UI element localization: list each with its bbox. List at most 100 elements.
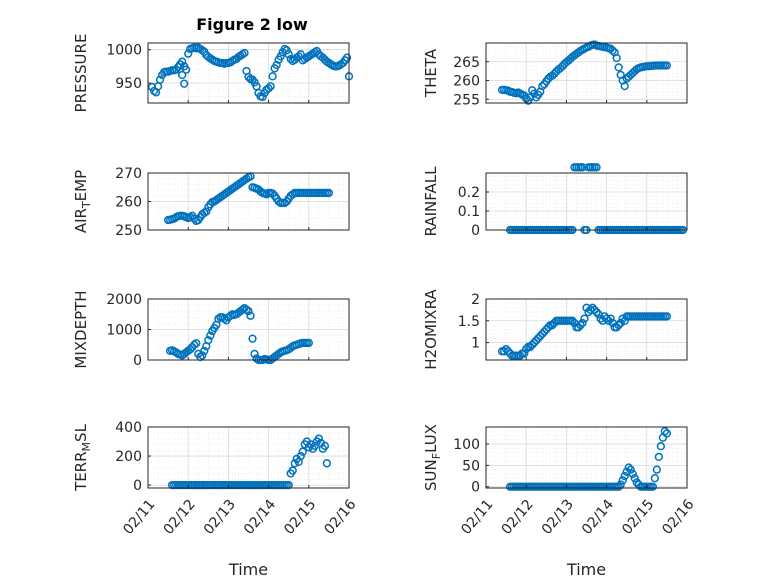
subplot-air_temp: 250 260 270 AIRTEMP: [72, 166, 350, 239]
figure-title: Figure 2 low: [196, 15, 308, 34]
x-tick-label: 02/15: [619, 497, 657, 538]
y-tick-label: 0: [471, 480, 480, 496]
data-point: [662, 429, 672, 438]
x-tick-label: 02/16: [321, 497, 359, 538]
data-point: [516, 351, 525, 360]
data-point: [544, 323, 553, 332]
y-tick-label: 0: [133, 353, 142, 369]
data-point: [184, 49, 193, 58]
y-tick-label: 1.5: [458, 314, 480, 330]
y-axis-label: RAINFALL: [422, 166, 440, 237]
data-point: [246, 311, 255, 320]
data-point: [258, 92, 267, 102]
data-point: [155, 75, 165, 84]
data-point: [248, 334, 257, 343]
x-axis-label: Time: [566, 560, 606, 579]
data-point: [662, 312, 672, 321]
y-tick-label: 270: [115, 166, 142, 182]
axes-box: [485, 298, 688, 361]
data-point: [268, 72, 277, 81]
subplot-rainfall: 0 0.1 0.2 RAINFALL: [422, 163, 688, 239]
data-point: [620, 81, 629, 91]
data-point: [630, 474, 639, 483]
data-point: [276, 52, 285, 61]
x-tick-label: 02/14: [579, 497, 617, 538]
y-tick-label: 50: [462, 458, 480, 474]
y-tick-label: 400: [115, 420, 142, 436]
data-point: [342, 53, 352, 62]
y-tick-label: 1: [471, 336, 480, 352]
data-point: [242, 305, 251, 314]
data-point: [652, 465, 661, 474]
data-point: [608, 46, 617, 55]
y-axis-label: AIRTEMP: [72, 170, 93, 233]
y-tick-label: 0.2: [458, 185, 480, 201]
x-tick-label: 02/11: [458, 497, 496, 538]
data-point: [598, 316, 607, 325]
data-point: [654, 452, 664, 462]
y-tick-label: 2000: [106, 292, 142, 308]
data-point: [290, 459, 299, 468]
y-tick-label: 200: [115, 449, 142, 465]
data-point: [568, 316, 577, 325]
data-point: [580, 314, 589, 323]
y-tick-label: 0.1: [458, 204, 480, 220]
y-tick-label: 0: [471, 223, 480, 239]
subplot-h2omixra: 1 1.5 2 H2OMIXRA: [422, 289, 688, 370]
data-point: [628, 469, 637, 479]
axes-box: [485, 426, 688, 489]
data-point: [592, 307, 601, 317]
data-point: [538, 81, 547, 91]
data-point: [614, 63, 623, 72]
y-tick-label: 1000: [106, 323, 142, 339]
x-tick-label: 02/13: [201, 497, 239, 538]
data-point: [200, 346, 209, 356]
data-point: [618, 476, 627, 485]
data-point: [288, 466, 297, 475]
data-point: [180, 79, 189, 88]
y-tick-label: 0: [133, 478, 142, 494]
data-point: [264, 84, 273, 93]
data-point: [578, 163, 587, 172]
y-axis-label: MIXDEPTH: [72, 290, 90, 368]
y-tick-label: 100: [453, 437, 480, 453]
data-point: [604, 316, 613, 325]
subplot-theta: 255 260 265 THETA: [422, 40, 688, 108]
axes-box: [485, 172, 688, 231]
data-point: [626, 465, 635, 474]
data-point: [250, 78, 259, 87]
data-point: [616, 318, 625, 328]
data-point: [614, 482, 623, 491]
data-point: [178, 57, 187, 66]
axes-box: [147, 42, 350, 104]
data-point: [596, 314, 605, 323]
subplot-sun_flux: 0 50 100 02/11 02/12 02/13 02/14 02/15 02/16 Time…: [422, 424, 698, 579]
data-point: [660, 427, 670, 436]
data-point: [272, 60, 281, 70]
x-tick-label: 02/12: [499, 497, 537, 538]
data-point: [204, 336, 213, 345]
data-point: [614, 320, 623, 330]
axes-box: [147, 426, 350, 489]
y-axis-label: H2OMIXRA: [422, 289, 440, 370]
data-point: [304, 338, 313, 348]
data-point: [612, 53, 621, 63]
data-point: [576, 320, 585, 330]
data-point: [650, 474, 659, 483]
subplot-mixdepth: 0 1000 2000 MIXDEPTH: [72, 290, 350, 369]
y-tick-label: 2: [471, 292, 480, 308]
x-tick-label: 02/16: [659, 497, 697, 538]
data-point: [178, 70, 187, 80]
data-point: [662, 61, 672, 70]
data-point: [582, 303, 591, 312]
data-point: [520, 349, 529, 358]
data-point: [320, 441, 330, 451]
data-point: [322, 459, 332, 468]
data-point: [284, 50, 293, 59]
x-tick-label: 02/15: [281, 497, 319, 538]
y-axis-label: PRESSURE: [72, 34, 90, 113]
data-point: [198, 351, 207, 360]
x-axis-label: Time: [228, 560, 268, 579]
